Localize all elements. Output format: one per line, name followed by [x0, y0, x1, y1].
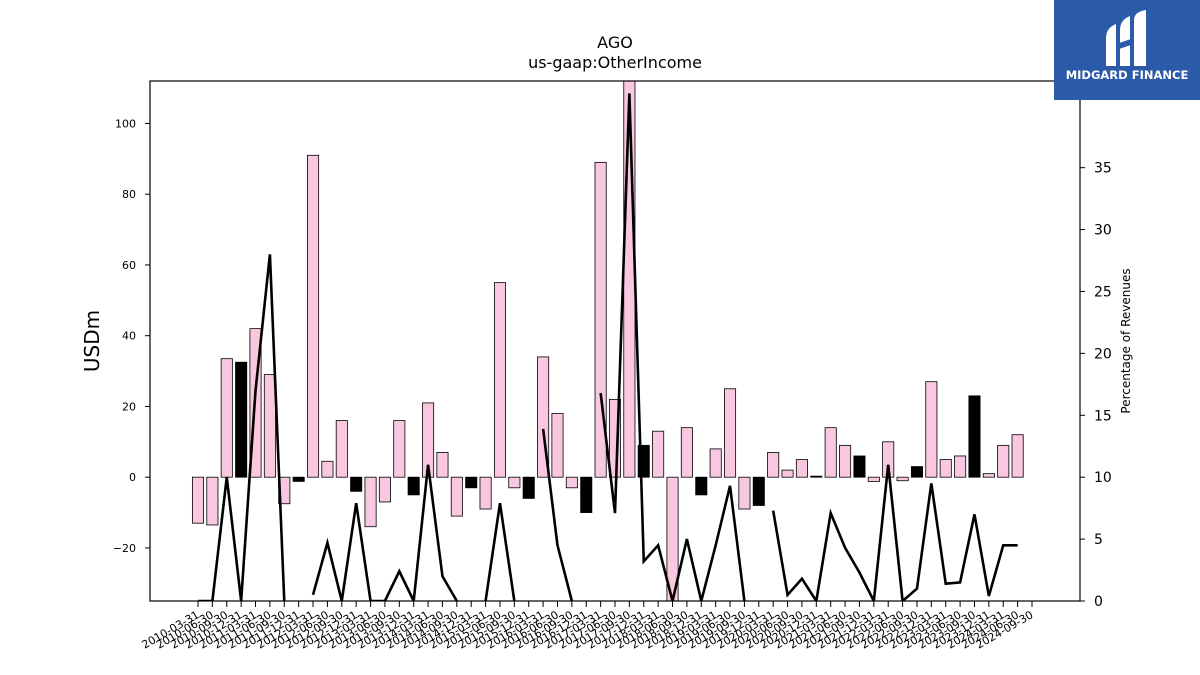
bar-2011-12-31 — [292, 476, 305, 482]
y2-tick-label: 15 — [1094, 408, 1112, 424]
bar-2018-06-30 — [666, 476, 679, 601]
bar-2019-03-31 — [709, 448, 722, 478]
bar-2022-09-30 — [910, 466, 923, 478]
y-tick-label: 40 — [122, 330, 136, 343]
y2-tick-label: 0 — [1094, 594, 1103, 610]
percentage-line-segment — [771, 464, 1018, 601]
bar-2021-09-30 — [853, 455, 866, 478]
y2-tick-label: 35 — [1094, 161, 1112, 177]
bar-2020-06-30 — [781, 469, 794, 478]
bars-group — [191, 81, 1024, 601]
bar-2023-03-31 — [939, 459, 952, 478]
percentage-line-segment — [484, 503, 516, 601]
y2-tick-label: 30 — [1094, 223, 1112, 239]
bar-2018-03-31 — [652, 430, 665, 478]
bar-2020-03-31 — [767, 452, 780, 478]
bar-2012-03-31 — [307, 154, 320, 478]
bar-2017-09-30 — [623, 81, 636, 478]
bar-2016-06-30 — [551, 413, 564, 478]
bar-2020-12-31 — [810, 475, 823, 478]
chart-title: AGO — [597, 33, 633, 52]
bar-2023-09-30 — [968, 395, 981, 478]
bar-2015-09-30 — [508, 476, 521, 489]
bar-2023-12-31 — [982, 473, 995, 478]
bar-2020-09-30 — [795, 459, 808, 478]
y2-tick-label: 10 — [1094, 470, 1112, 486]
percentage-line-segment — [311, 464, 458, 601]
bar-2019-06-30 — [724, 388, 737, 478]
bar-2015-12-31 — [522, 476, 535, 499]
bar-2016-12-31 — [580, 476, 593, 513]
bar-2021-12-31 — [867, 476, 880, 482]
bar-2014-09-30 — [450, 476, 463, 517]
bar-2012-06-30 — [321, 460, 334, 478]
y-ticks-left: −20 0 20 40 60 80 100 — [113, 117, 150, 555]
bar-2016-03-31 — [537, 356, 550, 478]
midgard-m-logo-icon — [1106, 10, 1146, 66]
bar-2013-06-30 — [378, 476, 391, 503]
bar-2017-12-31 — [637, 444, 650, 478]
y2-tick-label: 25 — [1094, 284, 1112, 300]
y-tick-label: 60 — [122, 259, 136, 272]
bar-2012-12-31 — [350, 476, 363, 492]
bar-2014-12-31 — [465, 476, 478, 489]
bar-2022-06-30 — [896, 476, 909, 482]
y-tick-label: 20 — [122, 400, 136, 413]
bar-2010-12-31 — [235, 361, 248, 478]
bar-2015-06-30 — [493, 282, 506, 478]
y-tick-label: 80 — [122, 188, 136, 201]
line-group — [198, 93, 1018, 601]
bar-2010-09-30 — [220, 358, 233, 478]
bar-2024-03-31 — [997, 444, 1010, 478]
bar-2012-09-30 — [335, 420, 348, 478]
bar-2016-09-30 — [565, 476, 578, 489]
bar-2010-06-30 — [206, 476, 219, 526]
bar-2017-03-31 — [594, 161, 607, 478]
bar-2022-12-31 — [925, 381, 938, 478]
bar-2018-12-31 — [695, 476, 708, 496]
bar-2013-03-31 — [364, 476, 377, 528]
y2-tick-label: 5 — [1094, 532, 1103, 548]
y-axis-label: USDm — [80, 310, 104, 372]
bar-2019-09-30 — [738, 476, 751, 510]
y2-axis-label: Percentage of Revenues — [1119, 268, 1133, 413]
brand-logo: MIDGARD FINANCE — [1054, 0, 1200, 100]
bar-2021-03-31 — [824, 427, 837, 478]
bar-2024-06-30 — [1011, 434, 1024, 478]
y-tick-label: 100 — [115, 117, 136, 130]
y-ticks-right: 0 5 10 15 20 25 30 35 — [1080, 161, 1112, 610]
y2-tick-label: 20 — [1094, 346, 1112, 362]
bar-2018-09-30 — [680, 427, 693, 478]
x-ticks: 2010-03-312010-06-302010-09-302010-12-31… — [140, 601, 1036, 652]
bar-2013-09-30 — [393, 420, 406, 478]
chart-subtitle: us-gaap:OtherIncome — [528, 53, 702, 72]
bar-2013-12-31 — [407, 476, 420, 496]
percentage-line-segment — [198, 254, 286, 601]
bar-2014-06-30 — [436, 452, 449, 478]
bar-2011-06-30 — [263, 374, 276, 478]
percentage-line-segment — [541, 428, 574, 601]
bar-2019-12-31 — [752, 476, 765, 506]
bar-2023-06-30 — [954, 455, 967, 478]
bar-2021-06-30 — [839, 444, 852, 478]
bar-2010-03-31 — [191, 476, 205, 524]
plot-frame — [149, 80, 1081, 602]
brand-name: MIDGARD FINANCE — [1065, 68, 1189, 82]
percentage-line-segment — [599, 93, 746, 601]
y-tick-label: −20 — [113, 542, 136, 555]
bar-2015-03-31 — [479, 476, 492, 510]
y-tick-label: 0 — [129, 471, 136, 484]
